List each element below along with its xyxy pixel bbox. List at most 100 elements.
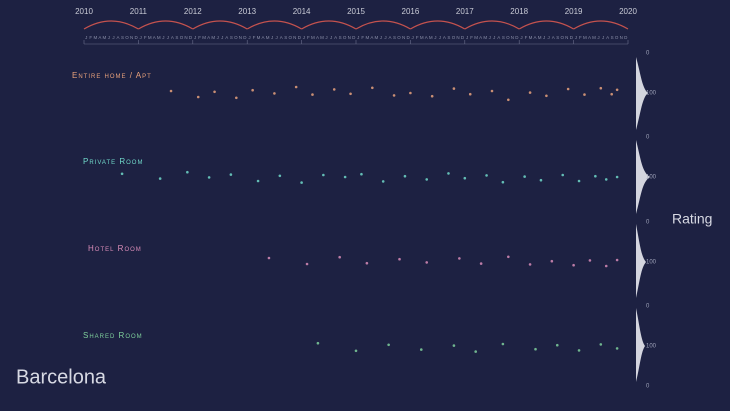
month-label: S (230, 35, 233, 40)
season-wave (573, 20, 629, 30)
review-dot (409, 91, 412, 95)
month-label: D (243, 35, 247, 40)
x-tick-label: 2016 (402, 7, 420, 16)
y-tick-label: 100 (646, 91, 657, 97)
review-dot (577, 179, 581, 183)
month-label: A (479, 35, 482, 40)
review-dot (490, 89, 494, 93)
month-label: J (575, 35, 577, 40)
x-tick-label: 2014 (293, 7, 311, 16)
y-tick-label: 0 (646, 384, 650, 390)
review-dot (485, 174, 488, 177)
season-wave (464, 20, 520, 30)
review-dot (615, 347, 619, 350)
review-dot (452, 344, 456, 347)
month-label: O (289, 35, 293, 40)
month-label: O (506, 35, 510, 40)
review-dot (278, 174, 282, 178)
review-dot (447, 172, 450, 175)
review-dot (561, 173, 565, 177)
month-label: J (543, 35, 545, 40)
review-dot (349, 92, 352, 96)
month-label: N (184, 35, 187, 40)
month-label: M (474, 35, 478, 40)
review-dot (452, 87, 456, 90)
month-label: A (425, 35, 428, 40)
review-dot (474, 350, 477, 353)
month-label: M (202, 35, 206, 40)
x-tick-label: 2011 (130, 7, 148, 16)
month-label: J (85, 35, 87, 40)
month-label: J (434, 35, 436, 40)
month-label: S (121, 35, 124, 40)
month-label: J (357, 35, 359, 40)
review-dot (501, 342, 505, 346)
review-dot (604, 178, 608, 181)
review-dot (599, 343, 603, 346)
month-label: J (303, 35, 305, 40)
month-label: N (456, 35, 459, 40)
review-dot (550, 259, 554, 263)
review-dot (458, 257, 461, 260)
month-label: M (538, 35, 542, 40)
month-label: J (112, 35, 114, 40)
review-dot (381, 180, 385, 183)
month-label: A (606, 35, 609, 40)
review-dot (186, 170, 189, 174)
series-label: Private Room (83, 157, 143, 166)
month-label: F (470, 35, 473, 40)
review-dot (332, 88, 336, 91)
review-dot (539, 178, 543, 182)
month-label: O (452, 35, 456, 40)
month-label: J (602, 35, 604, 40)
season-wave (246, 20, 302, 30)
month-label: M (266, 35, 270, 40)
month-label: F (416, 35, 419, 40)
review-dot (604, 264, 608, 268)
review-dot (229, 173, 233, 176)
month-label: J (466, 35, 468, 40)
month-label: D (189, 35, 193, 40)
month-label: D (624, 35, 628, 40)
month-label: M (311, 35, 315, 40)
y-tick-label: 100 (646, 175, 657, 181)
review-dot (398, 257, 401, 261)
month-label: J (167, 35, 169, 40)
month-label: M (103, 35, 107, 40)
x-tick-label: 2017 (456, 7, 474, 16)
x-tick-label: 2020 (619, 7, 637, 16)
review-dot (588, 259, 592, 262)
month-label: N (239, 35, 242, 40)
month-label: N (402, 35, 405, 40)
month-label: S (339, 35, 342, 40)
month-label: M (592, 35, 596, 40)
month-label: O (180, 35, 184, 40)
review-dot (256, 179, 260, 183)
month-label: J (221, 35, 223, 40)
month-label: A (207, 35, 210, 40)
review-dot (273, 92, 276, 95)
review-dot (425, 261, 429, 264)
review-dot (528, 91, 532, 94)
month-label: M (157, 35, 161, 40)
review-dot (610, 92, 613, 96)
month-label: F (253, 35, 256, 40)
month-label: J (108, 35, 110, 40)
month-label: F (525, 35, 528, 40)
month-label: F (307, 35, 310, 40)
month-label: J (439, 35, 441, 40)
review-dot (403, 174, 407, 178)
month-label: A (552, 35, 555, 40)
month-label: D (135, 35, 139, 40)
month-label: N (511, 35, 514, 40)
review-dot (615, 258, 619, 262)
y-tick-label: 0 (646, 135, 650, 141)
month-label: J (194, 35, 196, 40)
review-dot (294, 85, 298, 89)
x-tick-label: 2019 (565, 7, 583, 16)
review-dot (365, 261, 369, 265)
review-dot (583, 93, 586, 96)
month-label: A (225, 35, 228, 40)
review-dot (425, 178, 429, 181)
review-dot (430, 94, 434, 98)
